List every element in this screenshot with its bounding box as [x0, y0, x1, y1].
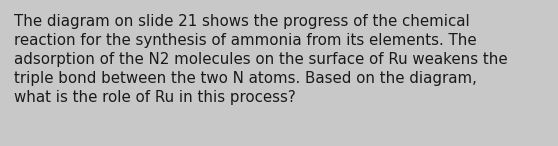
Text: triple bond between the two N atoms. Based on the diagram,: triple bond between the two N atoms. Bas… [14, 71, 477, 86]
Text: what is the role of Ru in this process?: what is the role of Ru in this process? [14, 90, 296, 105]
Text: The diagram on slide 21 shows the progress of the chemical: The diagram on slide 21 shows the progre… [14, 14, 470, 29]
Text: reaction for the synthesis of ammonia from its elements. The: reaction for the synthesis of ammonia fr… [14, 33, 477, 48]
Text: adsorption of the N2 molecules on the surface of Ru weakens the: adsorption of the N2 molecules on the su… [14, 52, 508, 67]
